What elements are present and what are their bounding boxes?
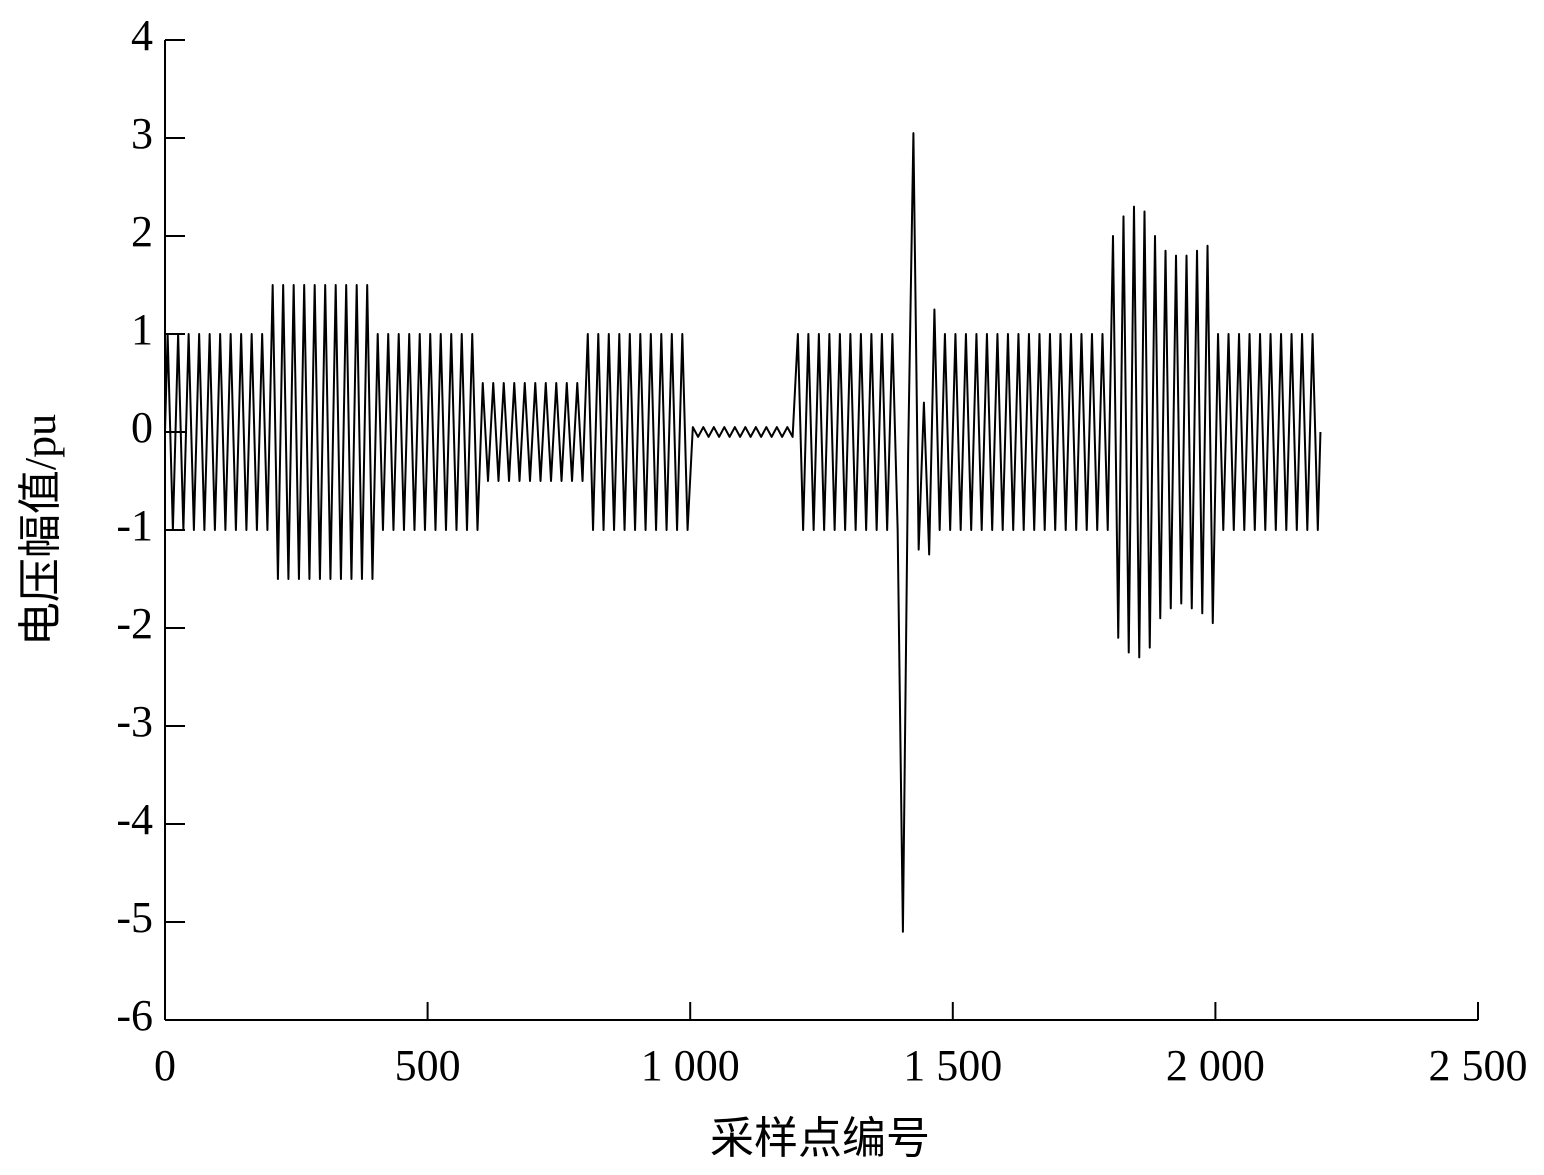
x-tick-label: 2 500 <box>1429 1041 1528 1090</box>
x-tick-label: 500 <box>395 1041 461 1090</box>
y-tick-label: 3 <box>131 109 153 158</box>
x-tick-label: 1 500 <box>903 1041 1002 1090</box>
x-tick-label: 2 000 <box>1166 1041 1265 1090</box>
y-tick-label: 0 <box>131 403 153 452</box>
y-axis-label: 电压幅值/pu <box>16 414 65 646</box>
x-tick-label: 0 <box>154 1041 176 1090</box>
x-axis-label: 采样点编号 <box>710 1114 930 1163</box>
y-tick-label: -4 <box>116 795 153 844</box>
y-tick-label: -3 <box>116 697 153 746</box>
x-tick-label: 1 000 <box>641 1041 740 1090</box>
y-tick-label: 4 <box>131 11 153 60</box>
y-tick-label: 1 <box>131 305 153 354</box>
y-tick-label: -1 <box>116 501 153 550</box>
signal-line <box>164 132 1322 933</box>
y-tick-label: -6 <box>116 991 153 1040</box>
y-tick-label: 2 <box>131 207 153 256</box>
y-tick-label: -5 <box>116 893 153 942</box>
y-tick-label: -2 <box>116 599 153 648</box>
